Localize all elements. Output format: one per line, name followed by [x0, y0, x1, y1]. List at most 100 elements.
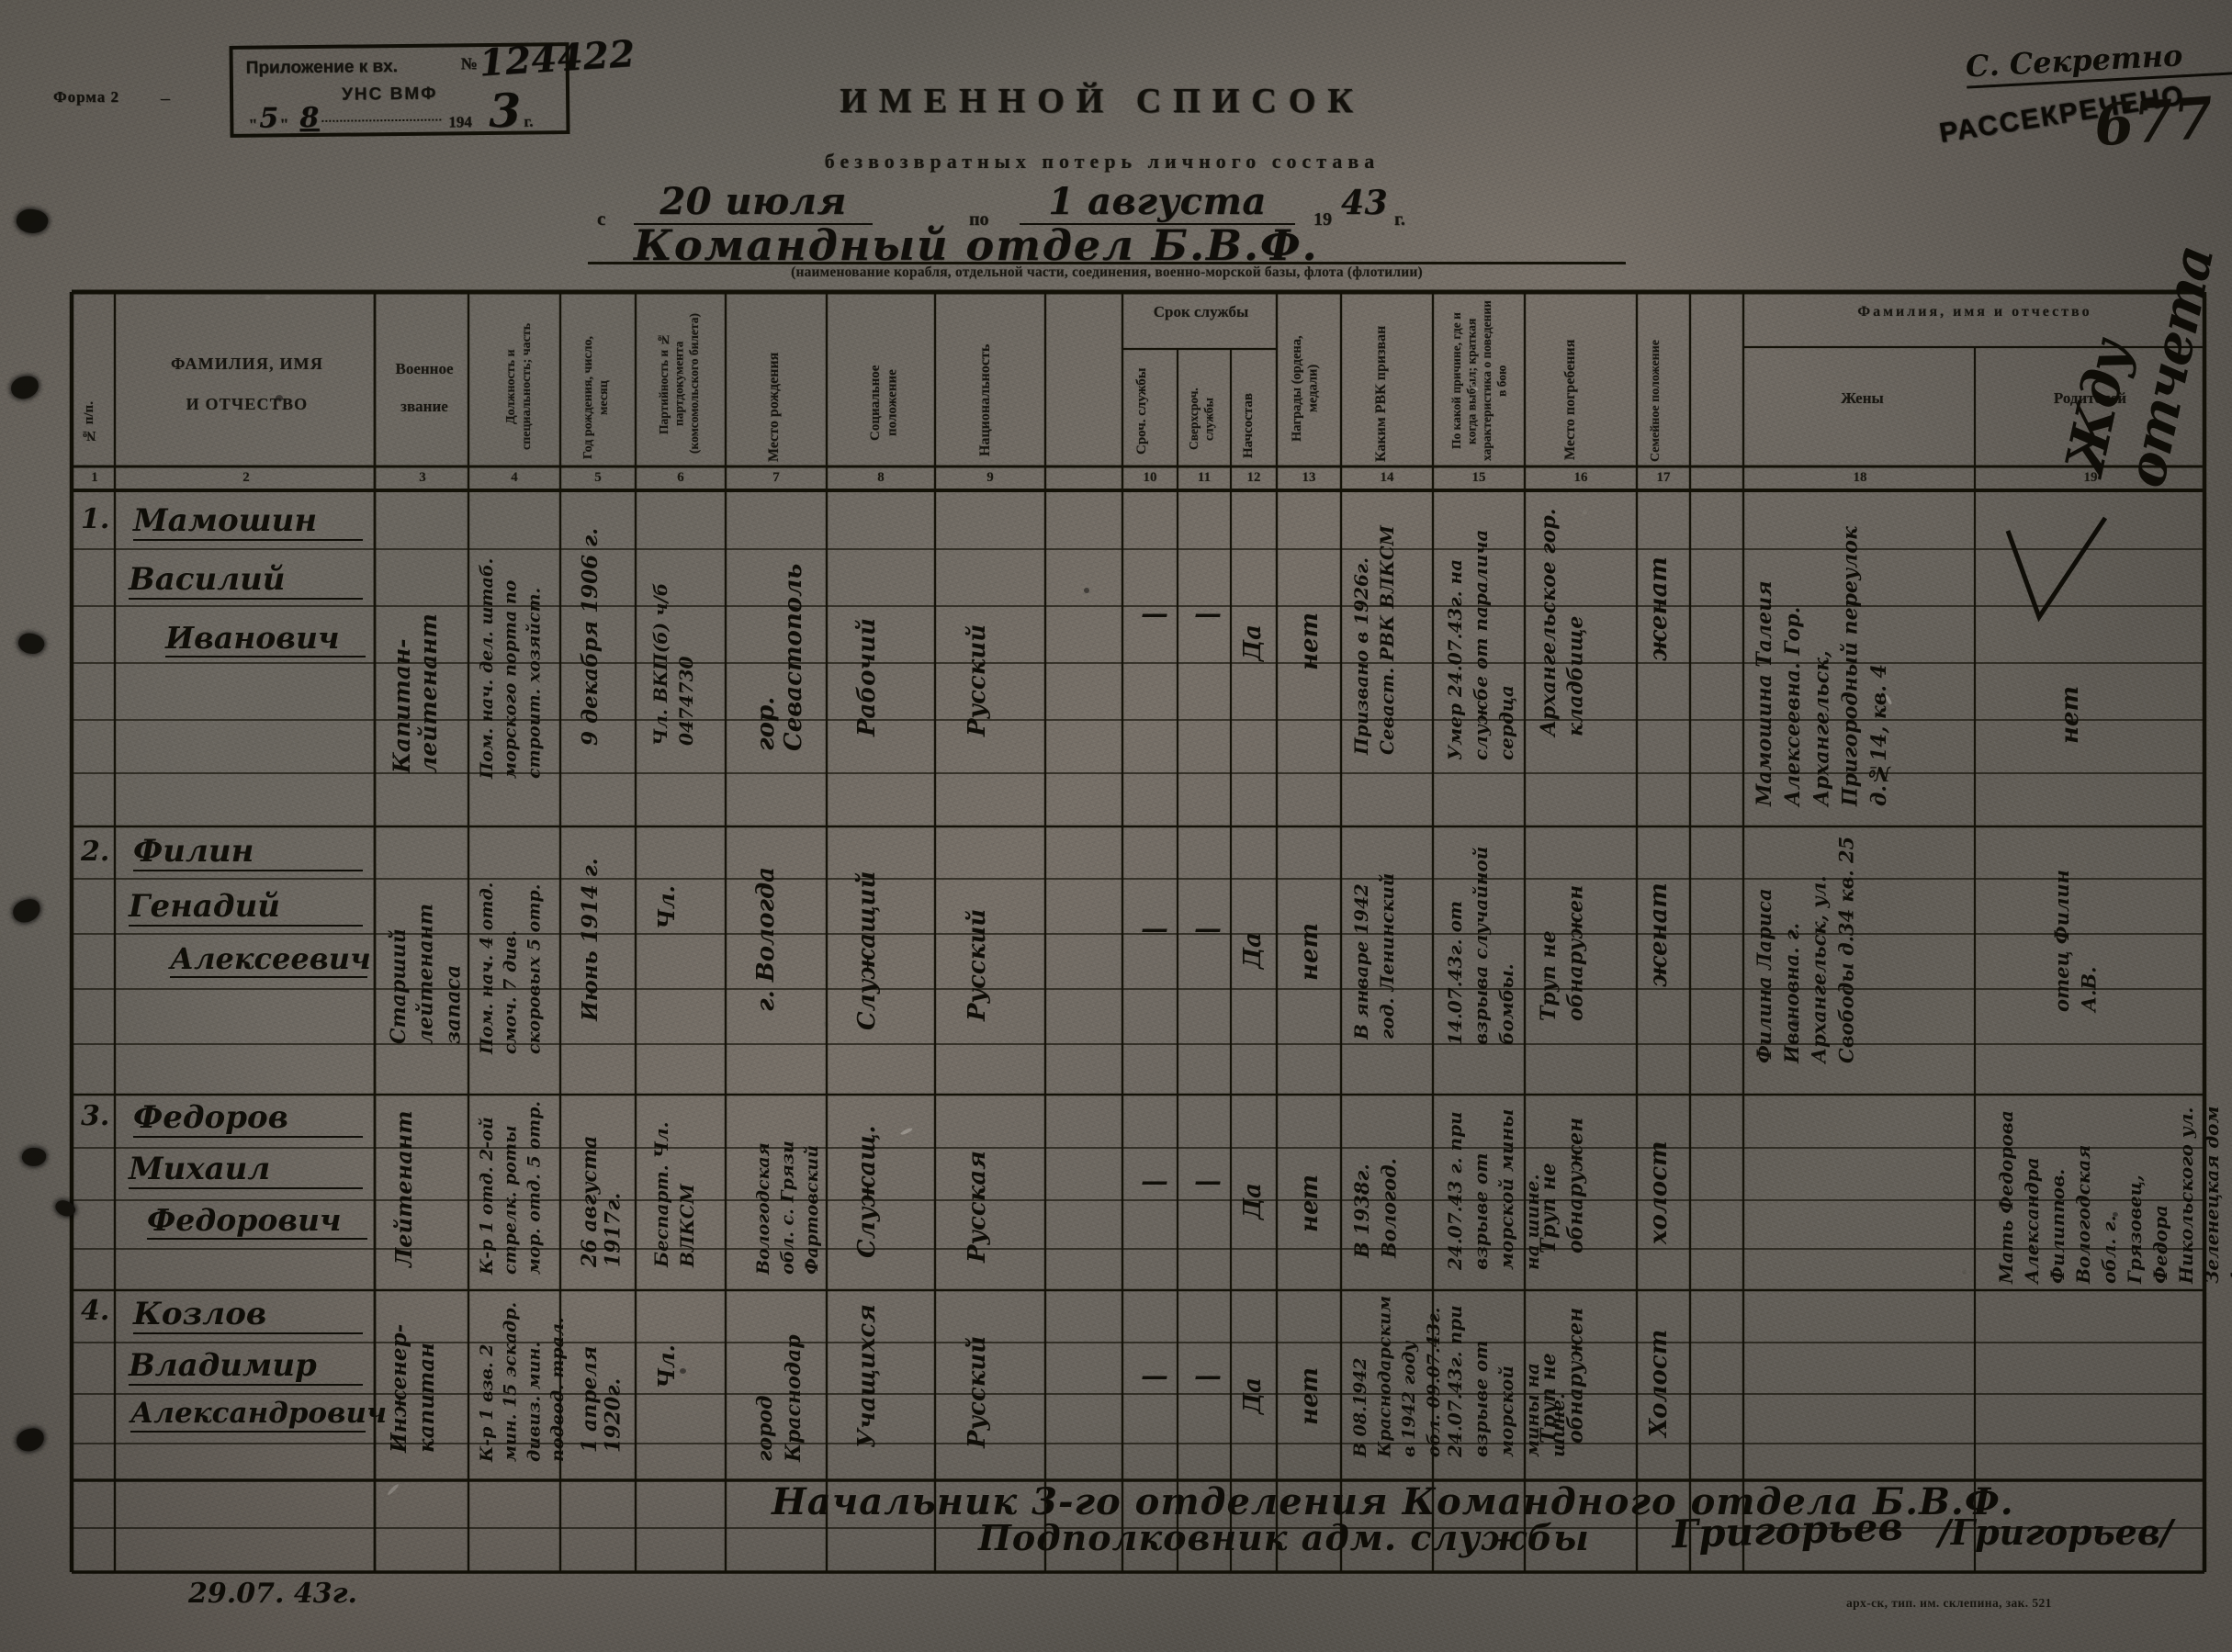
table-row-nationality: Русский — [964, 908, 991, 1021]
colnum-18: 18 — [1853, 470, 1867, 485]
table-row-nationality: Русский — [964, 1335, 991, 1448]
table-row-burial: Труп не обнаружен — [1537, 1307, 1588, 1444]
table-row-rank: Старший лейтенант запаса — [387, 904, 466, 1044]
page-title: ИМЕННОЙ СПИСОК — [840, 82, 1365, 120]
table-row-family-status: Холост — [1645, 1329, 1673, 1437]
table-row-cause: 24.07.43 г. при взрыве от морской мины н… — [1444, 1108, 1543, 1270]
col-header-1: № п/п. — [82, 401, 96, 444]
colnum-11: 11 — [1197, 470, 1212, 485]
col-header-18: Жены — [1841, 389, 1884, 407]
table-row-social: Служащ. — [853, 1125, 881, 1258]
stamp-year-suffix: г. — [524, 112, 534, 130]
col-header-3: Военное звание — [395, 360, 454, 416]
table-row-social: Рабочий — [853, 618, 881, 736]
period-year-value: 43 — [1341, 184, 1389, 222]
colnum-6: 6 — [677, 470, 684, 485]
table-row-name: Михаил — [129, 1151, 363, 1190]
colnum-17: 17 — [1656, 470, 1671, 485]
table-row-wife: Филина Лариса Ивановна. г. Архангельск, … — [1753, 836, 1858, 1063]
col-header-10: Сроч. службы — [1134, 367, 1149, 455]
table-row-awards: нет — [1296, 1366, 1324, 1425]
table-row-patronymic: Иванович — [165, 621, 366, 657]
table-row-term-sverh: — — [1194, 913, 1222, 945]
col-header-19: Родителей — [2053, 389, 2127, 407]
table-row-burial: Труп не обнаружен — [1537, 1117, 1588, 1253]
table-row-cause: 24.07.43г. при взрыве от морской мины на… — [1444, 1305, 1569, 1457]
form-label: Форма 2 — [53, 88, 120, 106]
col-header-14: Каким РВК призван — [1373, 325, 1389, 463]
period-to-value: 1 августа — [1020, 180, 1295, 225]
table-row-term-sverh: — — [1194, 598, 1222, 630]
table-row-rvk: В 1938г. Вологод. — [1350, 1158, 1401, 1258]
paper-speck — [1791, 1019, 1799, 1027]
colnum-4: 4 — [511, 470, 518, 485]
paper-speck — [1084, 588, 1089, 593]
stamp-month: 8 — [299, 101, 320, 135]
table-row-name: Василий — [129, 561, 363, 601]
table-row-surname: Мамошин — [133, 502, 363, 542]
table-row-rank: Лейтенант — [390, 1110, 417, 1267]
table-row-parents: отец Филин А.В. — [2050, 870, 2101, 1012]
table-row-birthplace: Вологодская обл. с. Грязи Фартовский — [753, 1141, 823, 1275]
col-header-2: ФАМИЛИЯ, ИМЯ И ОТЧЕСТВО — [170, 354, 324, 413]
stamp-year-prefix: 194 — [448, 113, 472, 131]
table-row-surname: Федоров — [133, 1099, 363, 1139]
table-row-term-sroch: — — [1141, 1165, 1168, 1197]
signature-scrawl: Григорьев — [1671, 1503, 1904, 1557]
archive-page-number: 677 — [2091, 84, 2215, 160]
colnum-19: 19 — [2083, 470, 2098, 485]
table-row-parents — [1993, 1297, 2195, 1444]
table-row-term-sroch: — — [1141, 1360, 1168, 1392]
table-row-term-nach: Да — [1239, 932, 1267, 969]
table-row-number: 1. — [81, 503, 110, 535]
table-row-wife — [1751, 1297, 1962, 1444]
colnum-7: 7 — [772, 470, 780, 485]
colnum-14: 14 — [1380, 470, 1394, 485]
table-row-parents: Мать Федорова Александра Филиппов. Волог… — [1995, 1106, 2232, 1284]
printer-imprint: арх-ск, тип. им. склепина, зак. 521 — [1846, 1596, 2052, 1610]
colnum-5: 5 — [594, 470, 602, 485]
table-row-social: Служащий — [853, 871, 881, 1030]
col-header-16: Место погребения — [1562, 339, 1578, 460]
colnum-13: 13 — [1302, 470, 1316, 485]
approval-checkmark-icon — [2005, 516, 2108, 623]
table-row-wife: Мамошина Талеия Алексеевна. Гор. Арханге… — [1753, 526, 1891, 806]
col-header-17: Семейное положение — [1649, 339, 1663, 462]
table-row-nationality: Русская — [964, 1151, 991, 1263]
table-row-family-status: женат — [1645, 556, 1673, 661]
table-row-nationality: Русский — [964, 624, 991, 736]
table-row-name: Генадий — [129, 888, 363, 927]
col-header-4: Должность и специальность; часть — [504, 322, 535, 451]
colnum-2: 2 — [242, 470, 250, 485]
unit-rule — [588, 262, 1626, 264]
table-row-birth: 1 апреля 1920г. — [578, 1345, 626, 1453]
col-header-5: Год рождения, число, месяц — [581, 336, 612, 459]
colnum-9: 9 — [986, 470, 994, 485]
table-row-burial: Труп не обнаружен — [1537, 884, 1588, 1021]
table-row-parents: нет — [2057, 685, 2084, 744]
table-row-party: Чл. ВКП(б) ч/б 0474730 — [649, 582, 697, 746]
table-row-birth: 26 августа 1917г. — [578, 1135, 626, 1267]
signature-line-1: Начальник 3-го отделения Командного отде… — [772, 1480, 2014, 1523]
col-header-13: Награды (ордена, медали) — [1290, 335, 1321, 442]
table-row-awards: нет — [1296, 922, 1324, 981]
table-row-position: К-р 1 отд. 2-ой стрелк. роты мор. отд. 5… — [477, 1101, 545, 1275]
table-row-term-nach: Да — [1239, 1377, 1267, 1414]
table-row-surname: Козлов — [133, 1296, 363, 1335]
unit-caption: (наименование корабля, отдельной части, … — [791, 264, 1423, 280]
table-row-number: 3. — [81, 1100, 110, 1132]
table-row-birthplace: город Краснодар — [753, 1334, 806, 1462]
col-header-8: Социальное положение — [868, 365, 900, 442]
table-row-cause: 14.07.43г. от взрыва случайной бомбы. — [1444, 846, 1517, 1045]
stamp-line1: Приложение к вх. — [245, 57, 399, 78]
col-header-12: Начсостав — [1241, 393, 1256, 459]
colnum-15: 15 — [1471, 470, 1486, 485]
table-row-patronymic: Алексеевич — [170, 941, 371, 978]
period-from-value: 20 июля — [634, 180, 873, 225]
group-header-service-term: Срок службы — [1153, 303, 1249, 320]
table-row-cause: Умер 24.07.43г. на службе от паралича се… — [1444, 529, 1517, 760]
table-row-term-nach: Да — [1239, 624, 1267, 661]
col-header-15: По какой причине, где и когда выбыл; кра… — [1449, 300, 1509, 462]
period-from-label: с — [597, 208, 606, 230]
signature-line-2: Подполковник адм. службы — [978, 1517, 1590, 1558]
